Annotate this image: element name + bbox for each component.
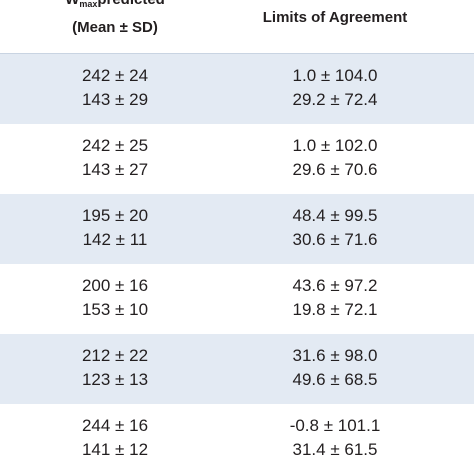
- table-row: 212 ± 22 123 ± 13 31.6 ± 98.0 49.6 ± 68.5: [0, 334, 474, 404]
- table-cell: 244 ± 16 141 ± 12: [40, 414, 190, 462]
- cell-line: 212 ± 22: [81, 346, 149, 365]
- header-col2: Limits of Agreement: [262, 9, 408, 26]
- table-cell: 200 ± 16 153 ± 10: [40, 274, 190, 322]
- cell-line: 123 ± 13: [81, 370, 149, 389]
- table-cell: 31.6 ± 98.0 49.6 ± 68.5: [250, 344, 420, 392]
- cell-line: 48.4 ± 99.5: [292, 206, 378, 225]
- cell-line: -0.8 ± 101.1: [289, 416, 381, 435]
- cell-line: 244 ± 16: [81, 416, 149, 435]
- header-rest: predicted: [97, 0, 165, 8]
- table-row: 242 ± 24 143 ± 29 1.0 ± 104.0 29.2 ± 72.4: [0, 54, 474, 124]
- cell-line: 242 ± 25: [81, 136, 149, 155]
- table-cell: 242 ± 24 143 ± 29: [40, 64, 190, 112]
- cell-line: 31.6 ± 98.0: [292, 346, 378, 365]
- table-cell: 48.4 ± 99.5 30.6 ± 71.6: [250, 204, 420, 252]
- table-row: 242 ± 25 143 ± 27 1.0 ± 102.0 29.6 ± 70.6: [0, 124, 474, 194]
- table-cell: -0.8 ± 101.1 31.4 ± 61.5: [250, 414, 420, 462]
- table-cell: 195 ± 20 142 ± 11: [40, 204, 190, 252]
- cell-line: 30.6 ± 71.6: [292, 230, 378, 249]
- table-row: 244 ± 16 141 ± 12 -0.8 ± 101.1 31.4 ± 61.5: [0, 404, 474, 474]
- header-w: W: [65, 0, 79, 8]
- table-row: 200 ± 16 153 ± 10 43.6 ± 97.2 19.8 ± 72.1: [0, 264, 474, 334]
- cell-line: 195 ± 20: [81, 206, 149, 225]
- cell-line: 29.6 ± 70.6: [292, 160, 378, 179]
- cell-line: 143 ± 29: [81, 90, 149, 109]
- cell-line: 142 ± 11: [82, 230, 148, 249]
- table-cell: 242 ± 25 143 ± 27: [40, 134, 190, 182]
- header-line2: (Mean ± SD): [72, 19, 158, 36]
- table-row: 195 ± 20 142 ± 11 48.4 ± 99.5 30.6 ± 71.6: [0, 194, 474, 264]
- table-cell: 1.0 ± 104.0 29.2 ± 72.4: [250, 64, 420, 112]
- cell-line: 242 ± 24: [81, 66, 149, 85]
- cell-line: 1.0 ± 102.0: [292, 136, 378, 155]
- table-cell: 212 ± 22 123 ± 13: [40, 344, 190, 392]
- table-cell: 43.6 ± 97.2 19.8 ± 72.1: [250, 274, 420, 322]
- table-cell: 1.0 ± 102.0 29.6 ± 70.6: [250, 134, 420, 182]
- cell-line: 43.6 ± 97.2: [292, 276, 378, 295]
- cell-line: 29.2 ± 72.4: [292, 90, 378, 109]
- cell-line: 200 ± 16: [81, 276, 149, 295]
- header-rule: [0, 53, 474, 54]
- cell-line: 1.0 ± 104.0: [292, 66, 378, 85]
- cell-line: 143 ± 27: [81, 160, 149, 179]
- cell-line: 19.8 ± 72.1: [292, 300, 378, 319]
- cell-line: 31.4 ± 61.5: [292, 440, 378, 459]
- header-col1: Wmaxpredicted (Mean ± SD): [40, 0, 190, 40]
- cell-line: 49.6 ± 68.5: [292, 370, 378, 389]
- cell-line: 153 ± 10: [81, 300, 149, 319]
- cell-line: 141 ± 12: [81, 440, 149, 459]
- header-sub: max: [79, 0, 98, 9]
